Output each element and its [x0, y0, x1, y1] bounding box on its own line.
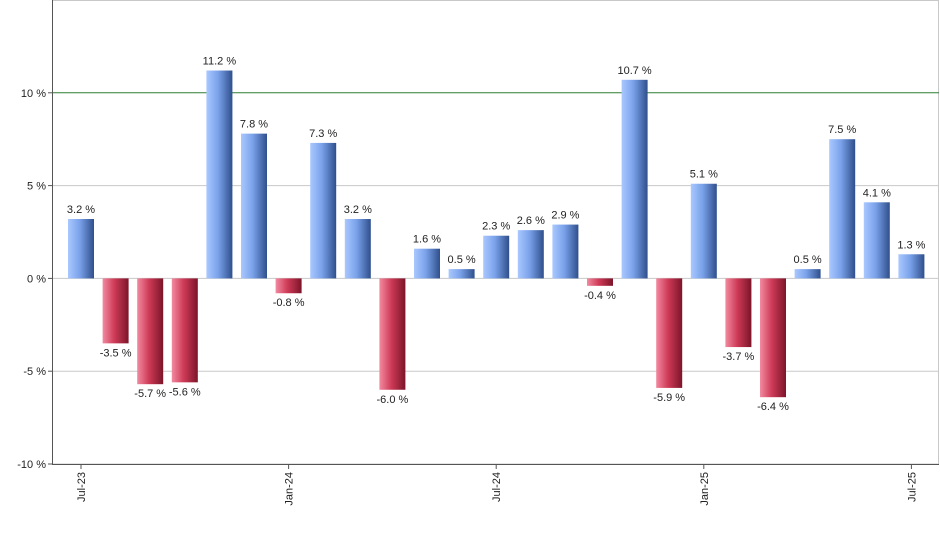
bar [656, 278, 683, 388]
bar-data-label: -5.7 % [134, 388, 166, 400]
bar-data-label: 3.2 % [67, 204, 95, 216]
bar-data-label: -0.4 % [584, 290, 616, 302]
bar-data-label: 1.6 % [413, 234, 441, 246]
bar-data-label: 2.3 % [482, 221, 510, 233]
bar [379, 278, 406, 390]
bar [794, 269, 821, 279]
bar [725, 278, 752, 348]
x-tick-label: Jan-25 [699, 472, 711, 506]
bar [102, 278, 129, 344]
bar [68, 219, 94, 279]
bar-data-label: 4.1 % [863, 187, 891, 199]
axis-layer: -10 % -5 % 0 % 5 % 10 % Jul-23 Jan-24 Jul-24 Jan… [17, 0, 939, 506]
y-tick-label: 5 % [27, 181, 46, 193]
bar-data-label: 11.2 % [203, 56, 237, 68]
data-label-layer: 3.2 % -3.5 % -5.7 % -5.6 % 11.2 % 7.8 % -0.8 %… [67, 56, 926, 414]
bar-data-label: 5.1 % [690, 169, 718, 181]
bar [829, 139, 856, 279]
bar-data-label: 1.3 % [897, 239, 925, 251]
bar-data-label: 2.6 % [517, 215, 545, 227]
bar-data-label: 0.5 % [448, 254, 476, 266]
bar [621, 79, 648, 279]
bar-data-label: -5.6 % [169, 386, 201, 398]
bar-data-label: -0.8 % [273, 297, 305, 309]
bar [690, 183, 717, 279]
bar [517, 230, 544, 279]
x-tick-label: Jan-24 [284, 472, 296, 506]
bar-data-label: -5.9 % [653, 392, 685, 404]
y-tick-label: 0 % [27, 273, 46, 285]
bar [760, 278, 786, 398]
x-tick-label: Jul-23 [76, 472, 88, 502]
bar-data-label: 7.3 % [309, 128, 337, 140]
bar [898, 254, 925, 279]
bar-data-label: 0.5 % [794, 254, 822, 266]
bar [587, 278, 613, 286]
bar [863, 202, 890, 279]
bar-data-label: -3.7 % [723, 351, 755, 363]
x-tick-label: Jul-25 [906, 472, 918, 502]
bar [171, 278, 198, 383]
bar-data-label: 7.5 % [828, 124, 856, 136]
bar-data-label: -6.4 % [757, 401, 789, 413]
bar [241, 133, 267, 279]
bar-data-label: 3.2 % [344, 204, 372, 216]
bar [448, 269, 475, 279]
bar [552, 224, 579, 279]
bar [414, 248, 440, 279]
y-tick-label: -5 % [23, 366, 46, 378]
bar [344, 219, 371, 279]
bar [275, 278, 302, 294]
bar [483, 235, 510, 279]
bar-data-label: -6.0 % [377, 394, 409, 406]
bar [310, 142, 337, 279]
bar [206, 70, 233, 279]
bar-layer [68, 70, 925, 398]
y-tick-label: 10 % [21, 88, 46, 100]
bar-data-label: 7.8 % [240, 119, 268, 131]
bar-data-label: 2.9 % [551, 210, 579, 222]
bar [137, 278, 164, 385]
x-tick-label: Jul-24 [491, 472, 503, 502]
bar-data-label: -3.5 % [100, 347, 132, 359]
y-tick-label: -10 % [17, 459, 46, 471]
bar-data-label: 10.7 % [617, 65, 651, 77]
